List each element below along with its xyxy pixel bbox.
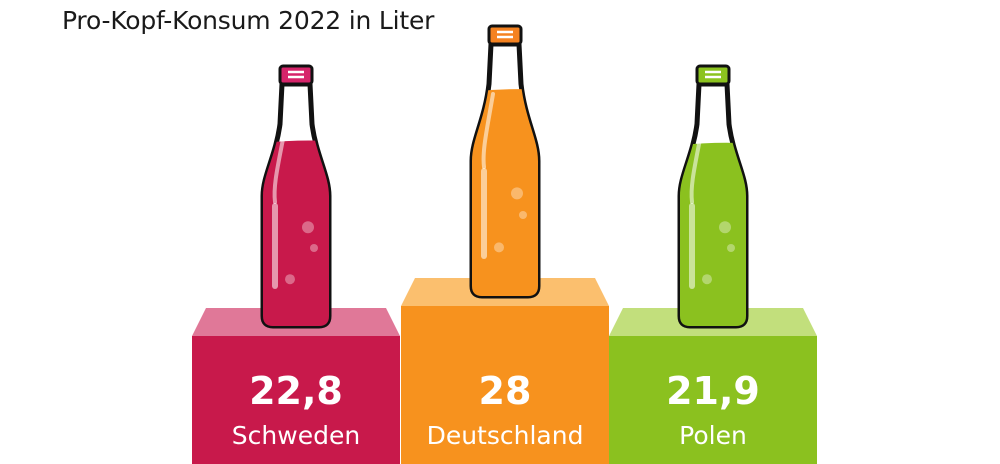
bottle-1 bbox=[469, 24, 541, 299]
category-label-0: Schweden bbox=[232, 421, 360, 450]
bar-0 bbox=[192, 336, 400, 464]
bottle-liquid-0 bbox=[263, 140, 329, 326]
category-label-1: Deutschland bbox=[427, 421, 584, 450]
podium-polen: 21,9 Polen bbox=[609, 64, 817, 464]
data-label-1: 28 bbox=[479, 369, 532, 413]
podium-schweden: 22,8 Schweden bbox=[192, 64, 400, 464]
bottle-2 bbox=[677, 64, 749, 329]
podium-deutschland: 28 Deutschland bbox=[401, 24, 609, 464]
bar-1 bbox=[401, 306, 609, 464]
data-label-2: 21,9 bbox=[666, 369, 760, 413]
bottle-cap-2 bbox=[695, 64, 731, 86]
data-label-0: 22,8 bbox=[249, 369, 343, 413]
bottle-0 bbox=[260, 64, 332, 329]
chart-title: Pro-Kopf-Konsum 2022 in Liter bbox=[62, 6, 435, 35]
category-label-2: Polen bbox=[679, 421, 747, 450]
bottle-liquid-1 bbox=[472, 89, 538, 296]
bottle-cap-1 bbox=[487, 24, 523, 46]
bottle-liquid-2 bbox=[680, 142, 746, 326]
bar-2 bbox=[609, 336, 817, 464]
bottle-cap-0 bbox=[278, 64, 314, 86]
